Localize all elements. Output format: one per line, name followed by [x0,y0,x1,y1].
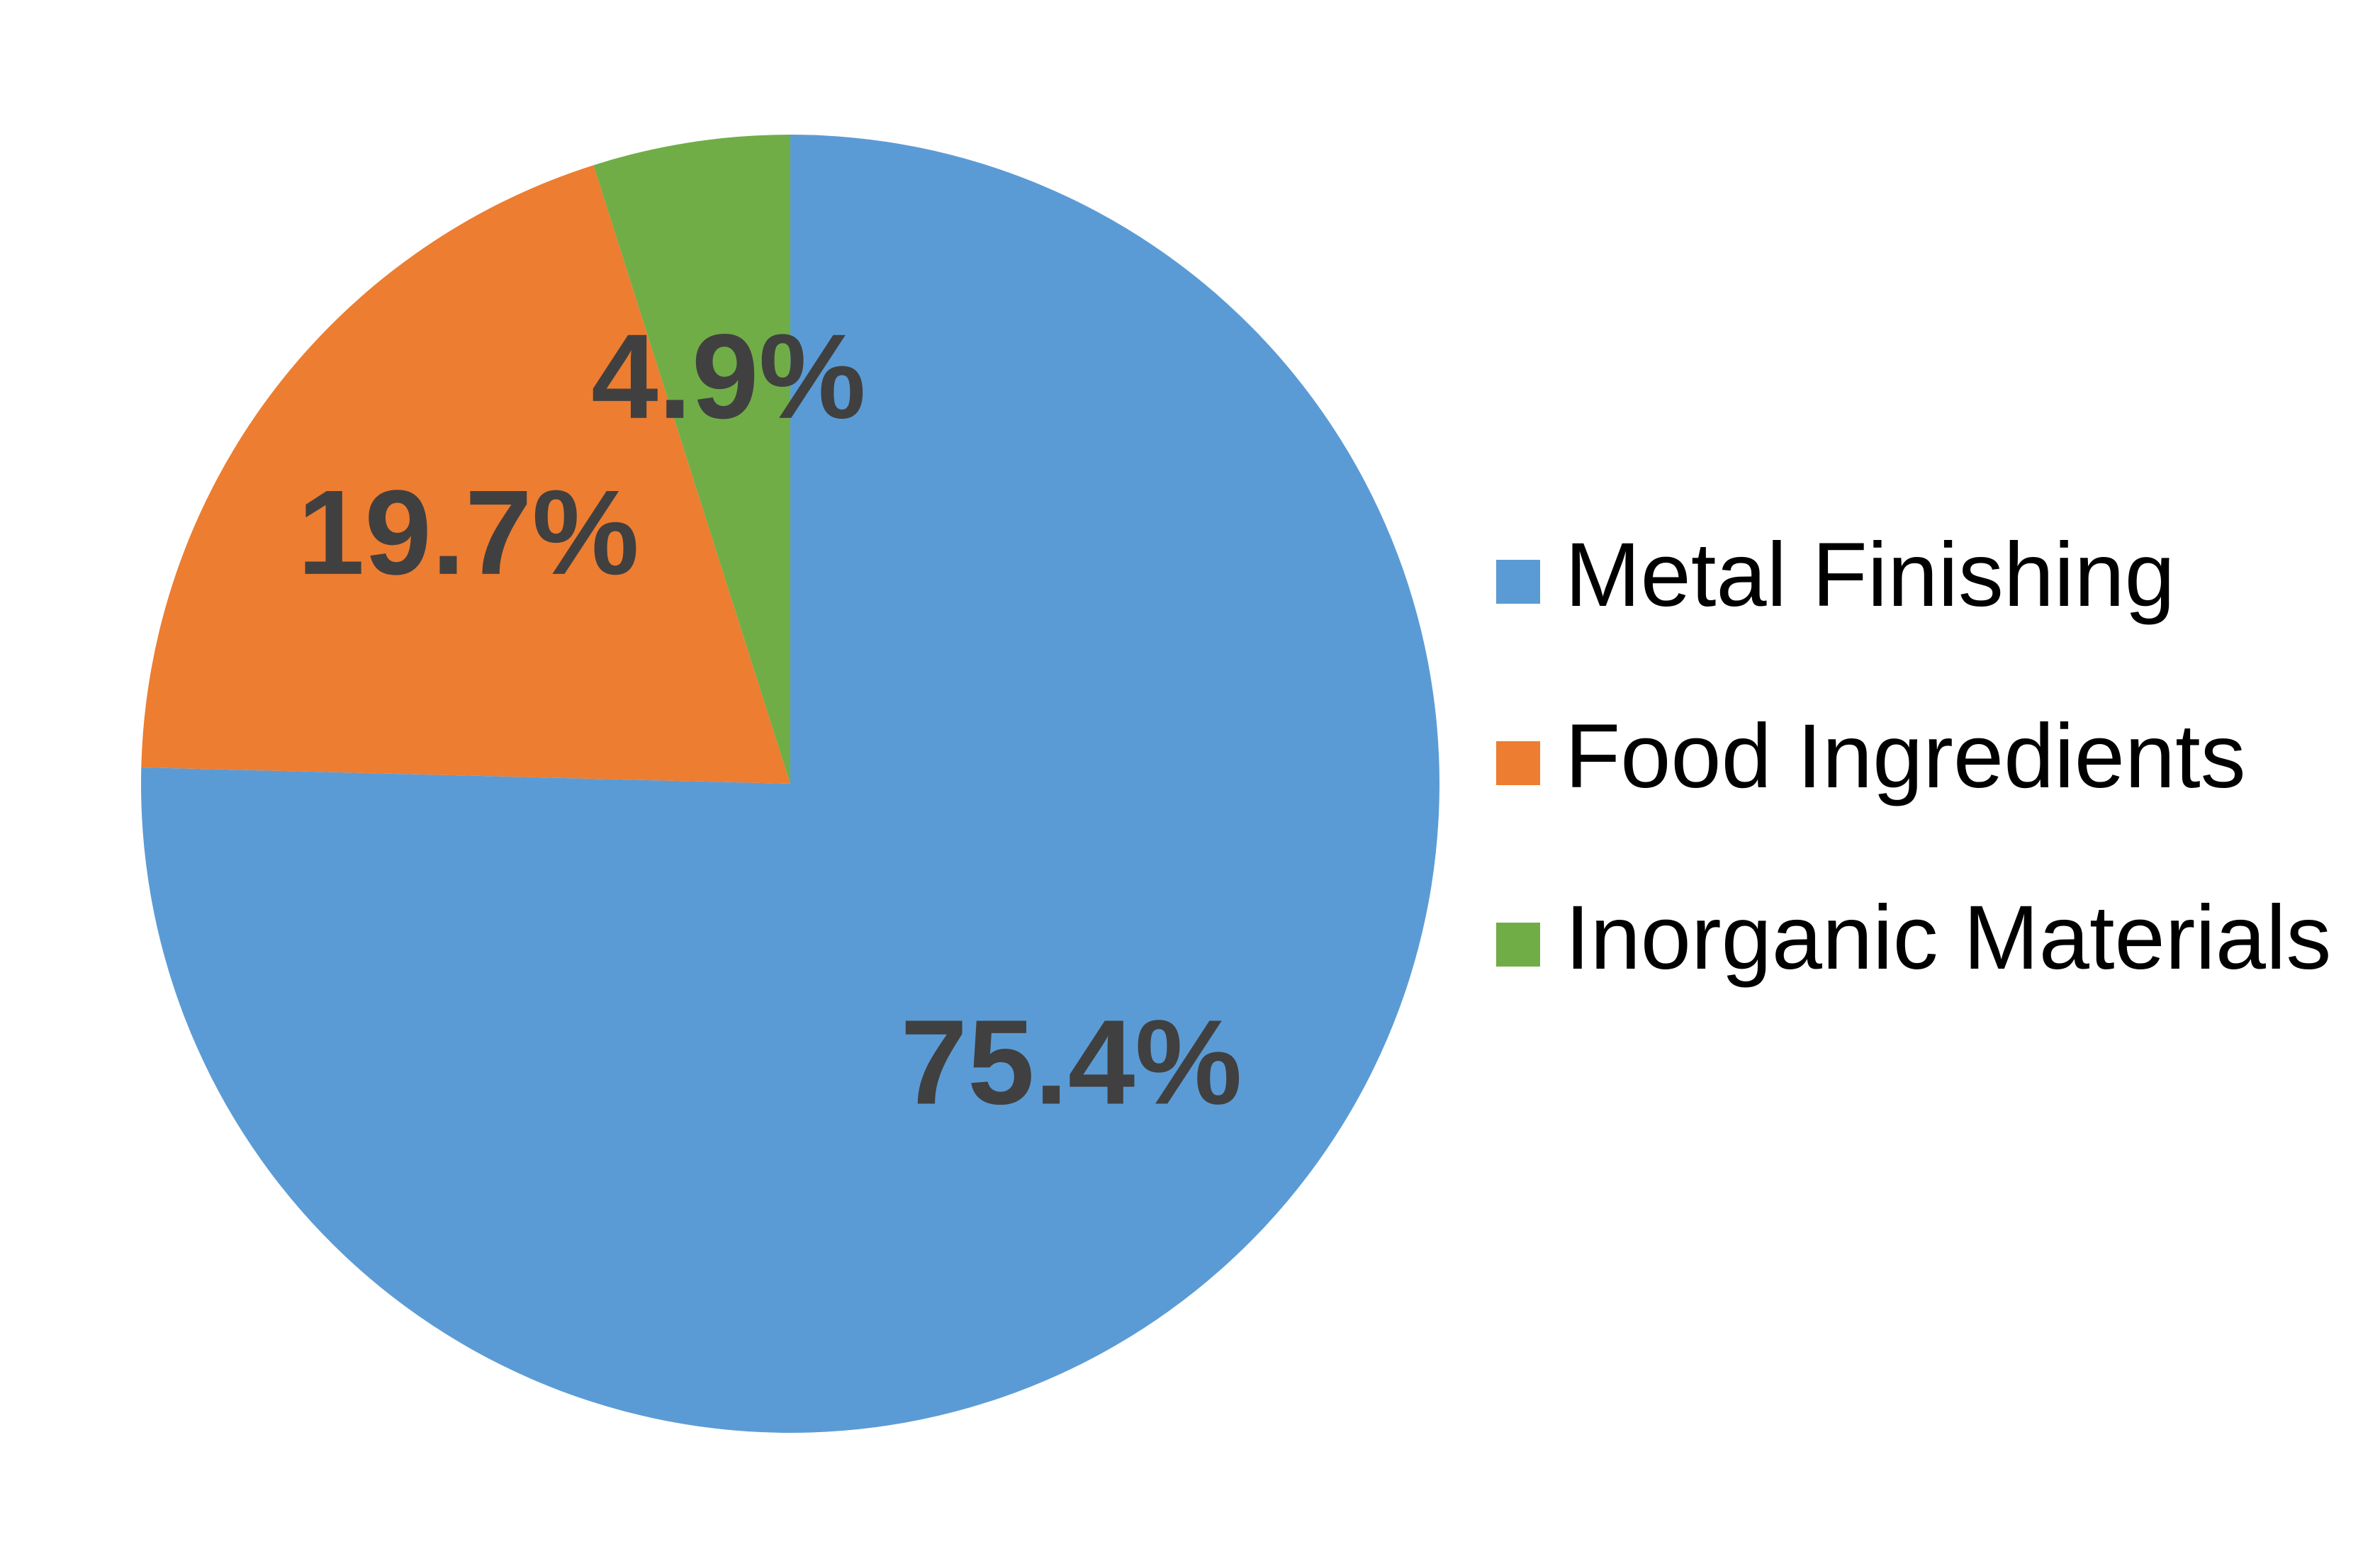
pie-slice [141,165,790,784]
legend-label: Metal Finishing [1565,524,2175,626]
pie-slice [141,135,1440,1433]
data-label: 75.4% [900,996,1242,1130]
data-label: 4.9% [591,310,865,444]
legend-swatch [1496,560,1540,604]
data-label: 19.7% [298,466,639,600]
legend-label: Food Ingredients [1565,706,2246,807]
legend-label: Inorganic Materials [1565,887,2331,989]
pie-slice [593,135,790,784]
legend-swatch [1496,741,1540,785]
legend-swatch [1496,923,1540,967]
